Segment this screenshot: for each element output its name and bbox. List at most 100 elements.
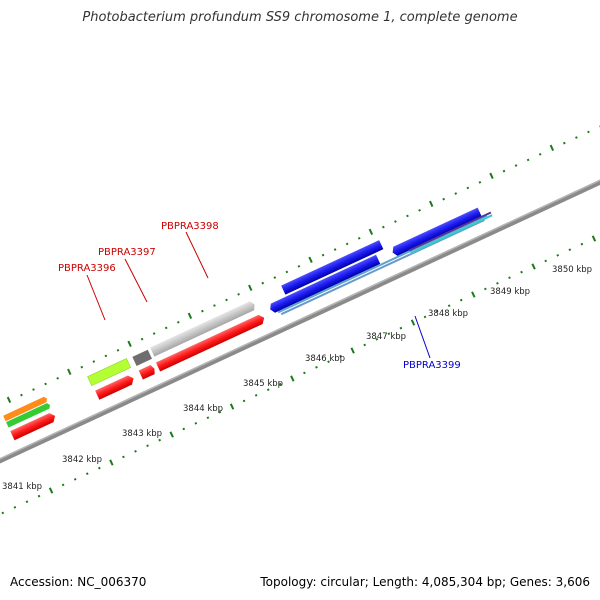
scale-label: 3842 kbp bbox=[62, 455, 102, 465]
minor-tick bbox=[568, 248, 572, 252]
pbpra3398-gene[interactable] bbox=[155, 313, 266, 372]
pbpra3397-label[interactable]: PBPRA3397 bbox=[98, 247, 156, 258]
scale-label: 3850 kbp bbox=[552, 265, 592, 275]
major-tick bbox=[350, 347, 355, 354]
minor-tick bbox=[98, 466, 101, 470]
minor-tick bbox=[297, 264, 301, 268]
accession-text: Accession: NC_006370 bbox=[10, 575, 147, 589]
minor-tick bbox=[382, 225, 385, 229]
major-tick bbox=[248, 284, 253, 291]
major-tick bbox=[368, 228, 374, 235]
minor-tick bbox=[20, 393, 23, 397]
blue-gene-feature-upper[interactable] bbox=[281, 240, 384, 295]
scale-label: 3849 kbp bbox=[490, 287, 530, 297]
major-tick bbox=[67, 368, 72, 375]
minor-tick bbox=[508, 276, 511, 280]
minor-tick bbox=[56, 376, 59, 380]
lime-gene-feature[interactable] bbox=[87, 358, 132, 386]
minor-tick bbox=[423, 315, 427, 319]
minor-tick bbox=[345, 242, 349, 246]
minor-tick bbox=[92, 360, 96, 363]
minor-tick bbox=[520, 270, 523, 274]
scale-labels: 3841 kbp 3842 kbp 3843 kbp 3844 kbp 3845… bbox=[2, 265, 592, 492]
upper-tick-row bbox=[6, 125, 600, 403]
pbpra3397-leader bbox=[124, 258, 148, 303]
minor-tick bbox=[164, 326, 168, 330]
minor-tick bbox=[194, 421, 198, 425]
major-tick bbox=[410, 319, 416, 326]
pbpra3396-label[interactable]: PBPRA3396 bbox=[58, 263, 116, 274]
minor-tick bbox=[273, 276, 277, 279]
minor-tick bbox=[285, 270, 289, 274]
major-tick bbox=[489, 172, 494, 179]
minor-tick bbox=[375, 337, 379, 341]
minor-tick bbox=[502, 169, 506, 173]
major-tick bbox=[109, 459, 114, 466]
pbpra3397-gene[interactable] bbox=[95, 374, 135, 400]
scale-label: 3848 kbp bbox=[428, 309, 468, 319]
minor-tick bbox=[37, 494, 41, 498]
pbpra3398-leader bbox=[185, 231, 209, 279]
minor-tick bbox=[61, 483, 65, 487]
major-tick bbox=[127, 340, 132, 347]
minor-tick bbox=[454, 192, 458, 195]
pbpra3399-label[interactable]: PBPRA3399 bbox=[403, 360, 461, 371]
pbpra3396-gene[interactable] bbox=[10, 411, 57, 441]
minor-tick bbox=[237, 292, 240, 296]
gray-gene-feature[interactable] bbox=[150, 300, 257, 357]
minor-tick bbox=[201, 309, 204, 313]
minor-tick bbox=[387, 332, 391, 336]
minor-tick bbox=[146, 444, 149, 448]
lower-tick-row bbox=[1, 235, 597, 515]
minor-tick bbox=[435, 309, 439, 313]
scale-label: 3844 kbp bbox=[183, 404, 223, 414]
minor-tick bbox=[303, 371, 306, 375]
minor-tick bbox=[538, 153, 542, 156]
pbpra3398-label[interactable]: PBPRA3398 bbox=[161, 221, 219, 232]
pbpra3396-leader bbox=[86, 274, 106, 321]
minor-tick bbox=[134, 449, 137, 453]
minor-tick bbox=[278, 382, 282, 386]
minor-tick bbox=[514, 164, 518, 167]
minor-tick bbox=[176, 320, 180, 324]
minor-tick bbox=[562, 141, 566, 145]
minor-tick bbox=[13, 505, 17, 509]
minor-tick bbox=[321, 253, 325, 257]
minor-tick bbox=[104, 354, 108, 358]
minor-tick bbox=[315, 365, 318, 369]
minor-tick bbox=[357, 236, 361, 240]
minor-tick bbox=[442, 197, 446, 201]
orange-gene-feature[interactable] bbox=[3, 396, 48, 422]
green-gene-feature[interactable] bbox=[6, 402, 51, 428]
minor-tick bbox=[116, 348, 120, 352]
major-tick bbox=[290, 375, 295, 382]
minor-tick bbox=[242, 399, 246, 403]
map-title: Photobacterium profundum SS9 chromosome … bbox=[82, 10, 518, 25]
minor-tick bbox=[1, 511, 5, 515]
minor-tick bbox=[544, 259, 548, 263]
blue-gene-feature-right[interactable] bbox=[391, 207, 482, 257]
major-tick bbox=[6, 396, 12, 403]
minor-tick bbox=[261, 281, 265, 285]
pbpra3399-gene[interactable] bbox=[268, 254, 381, 314]
minor-tick bbox=[206, 416, 210, 420]
dark-gray-gene-feature[interactable] bbox=[132, 349, 152, 366]
minor-tick bbox=[122, 455, 125, 459]
minor-tick bbox=[496, 281, 499, 285]
minor-tick bbox=[25, 500, 29, 504]
major-tick bbox=[429, 200, 434, 207]
scale-label: 3846 kbp bbox=[305, 354, 345, 364]
minor-tick bbox=[182, 427, 186, 431]
teal-band bbox=[410, 214, 493, 255]
minor-tick bbox=[406, 214, 409, 218]
minor-tick bbox=[418, 208, 421, 212]
minor-tick bbox=[447, 304, 451, 308]
minor-tick bbox=[526, 158, 530, 162]
major-tick bbox=[471, 291, 476, 298]
minor-tick bbox=[587, 130, 590, 134]
small-red-gene[interactable] bbox=[138, 364, 157, 380]
scale-label: 3841 kbp bbox=[2, 482, 42, 492]
major-tick bbox=[187, 312, 193, 319]
minor-tick bbox=[484, 287, 487, 291]
